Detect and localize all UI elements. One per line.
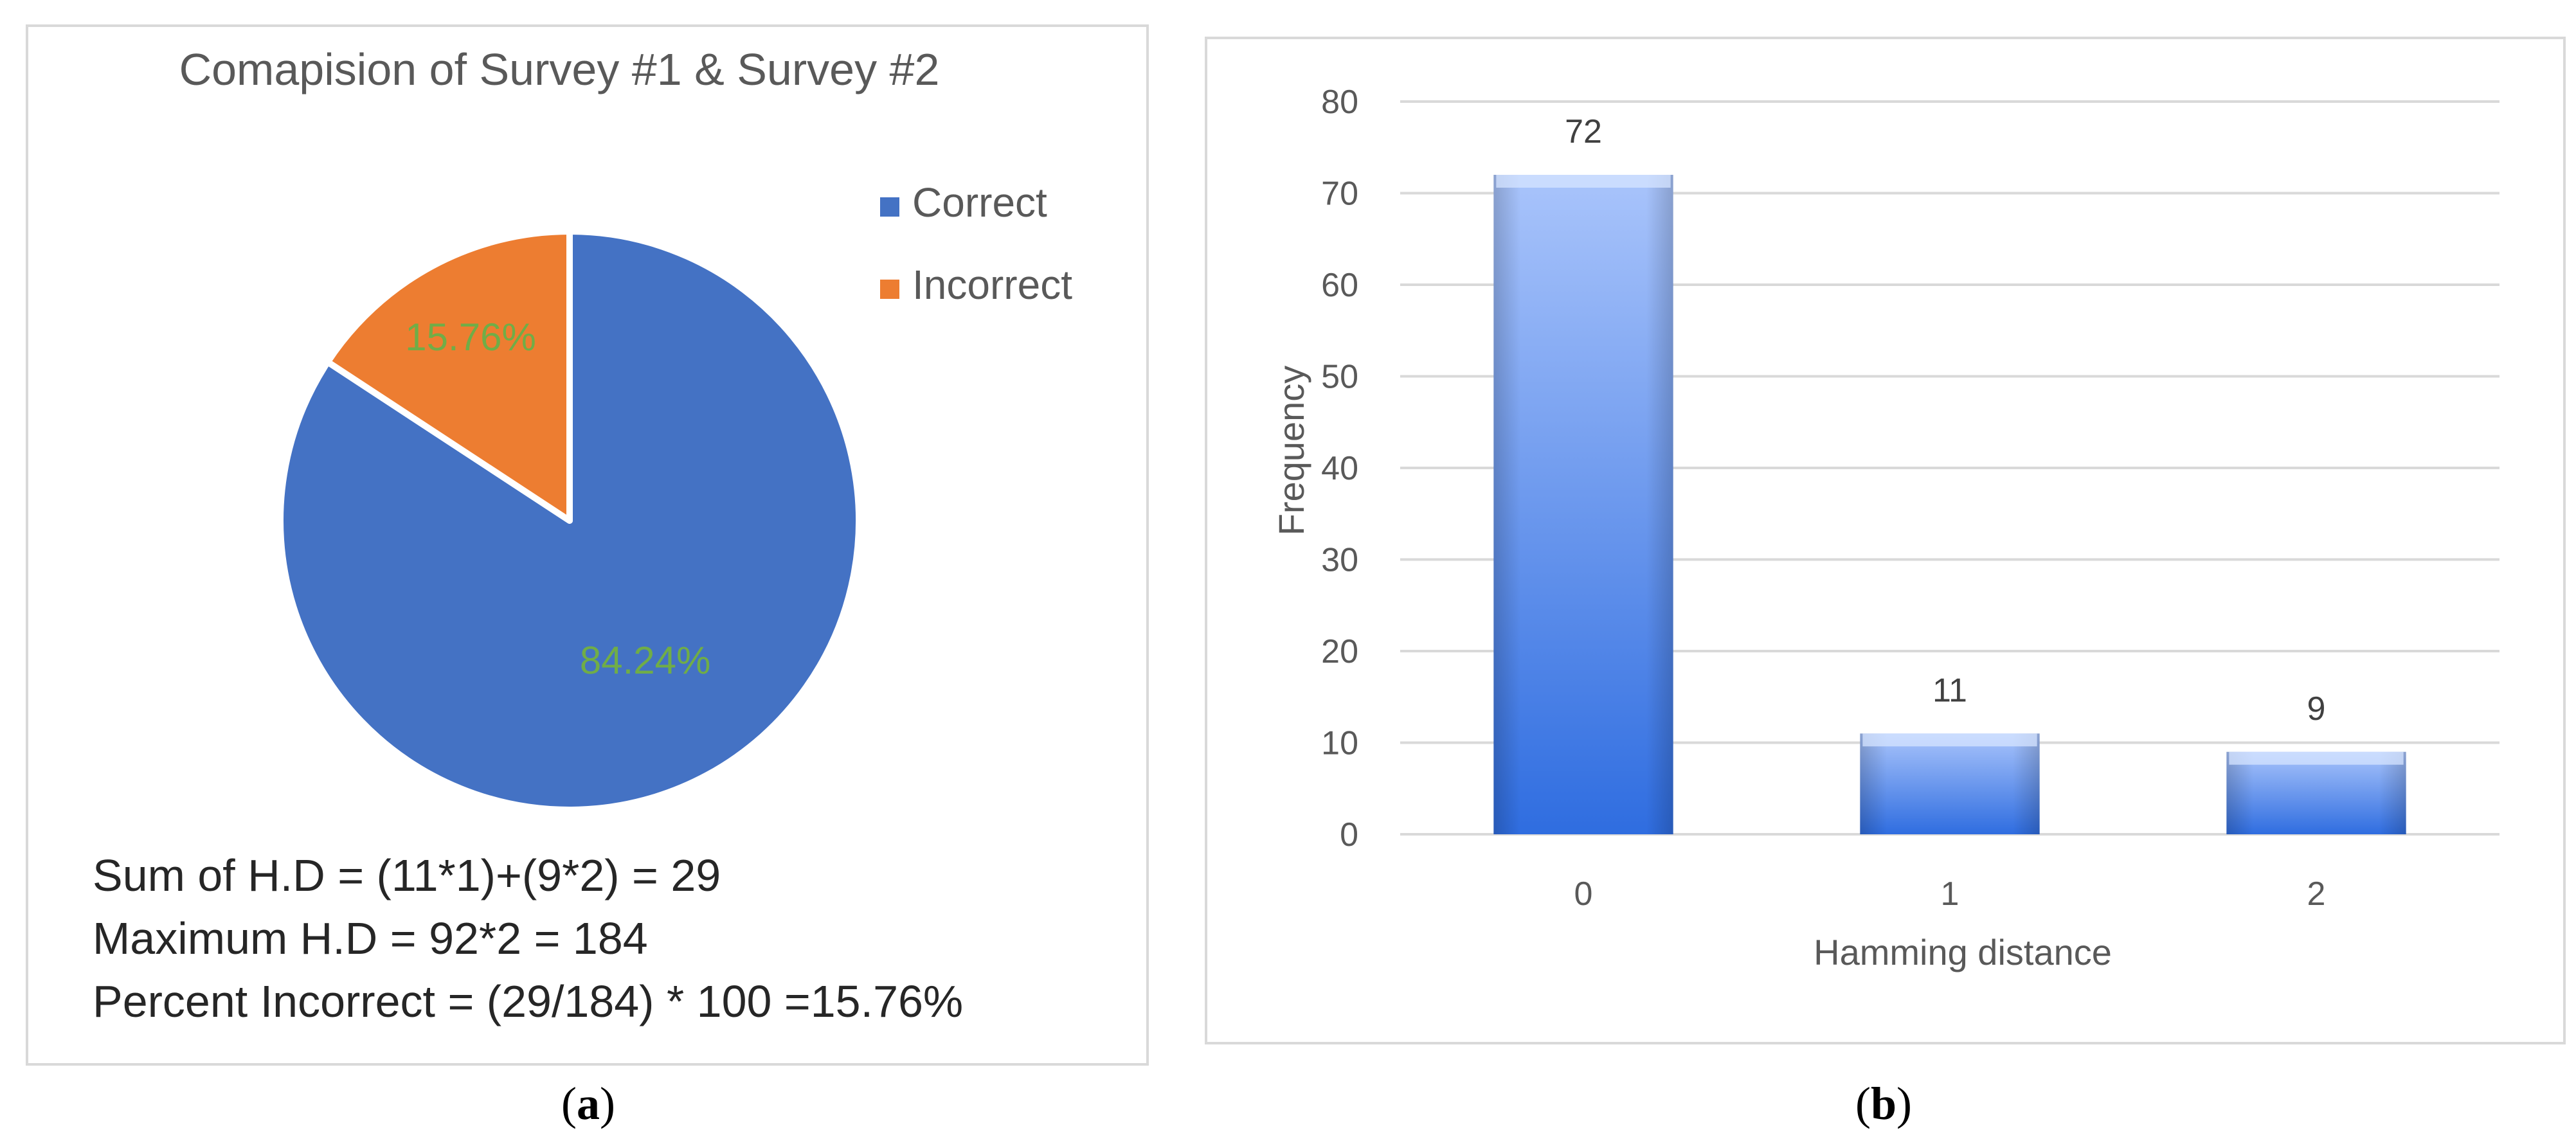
bar-chart-panel: 0 10 20 30 40 50 60 70 80 72 11 9 0 1 2 Hamming dist… [1205,37,2566,1044]
bar-shade-2 [2226,751,2406,834]
bar-chart: 0 10 20 30 40 50 60 70 80 72 11 9 0 1 2 Hamming dist… [1271,84,2499,972]
pie-slices [277,228,862,813]
x-tick-label-0: 0 [1574,875,1593,913]
bar-data-label-2: 9 [2307,690,2326,728]
y-tick-label-40: 40 [1321,450,1358,487]
bar-2 [2226,751,2406,834]
legend-label-correct: Correct [912,179,1047,226]
x-axis-title: Hamming distance [1814,932,2112,972]
bars [1493,175,2406,834]
y-tick-label-60: 60 [1321,267,1358,304]
caption-b: (b) [1855,1078,1912,1129]
bar-data-label-0: 72 [1565,113,1602,150]
x-tick-label-1: 1 [1941,875,1959,913]
hamming-sum-note: Sum of H.D = (11*1)+(9*2) = 29 [93,850,721,900]
max-hamming-note: Maximum H.D = 92*2 = 184 [93,913,648,963]
bar-1 [1860,733,2040,834]
pie-label-incorrect: 15.76% [405,316,536,359]
bar-shade-1 [1860,733,2040,834]
y-axis-tick-labels: 0 10 20 30 40 50 60 70 80 [1321,84,1358,854]
legend-swatch-correct [880,197,899,217]
y-tick-label-0: 0 [1340,816,1358,854]
pie-slice-incorrect [324,228,573,524]
bar-data-label-1: 11 [1932,672,1967,709]
bar-data-labels: 72 11 9 [1565,113,2325,728]
pie-chart-title: Comapision of Survey #1 & Survey #2 [179,44,940,94]
legend-label-incorrect: Incorrect [912,262,1072,308]
bar-bevel-1 [1862,733,2037,747]
y-tick-label-30: 30 [1321,542,1358,579]
pie-chart-panel: Comapision of Survey #1 & Survey #2 84.2… [26,24,1149,1066]
bar-bevel-2 [2229,751,2404,765]
pie-chart: Comapision of Survey #1 & Survey #2 84.2… [179,44,1072,813]
bar-shade-0 [1493,175,1673,834]
caption-b-letter: b [1870,1078,1897,1129]
caption-a-letter: a [577,1078,600,1129]
y-tick-label-10: 10 [1321,725,1358,762]
pie-data-labels: 84.24% 15.76% [405,316,710,682]
bar-bevel-0 [1496,175,1671,188]
y-tick-label-50: 50 [1321,359,1358,396]
x-axis-tick-labels: 0 1 2 [1574,875,2326,913]
percent-incorrect-note: Percent Incorrect = (29/184) * 100 =15.7… [93,976,964,1026]
x-tick-label-2: 2 [2307,875,2326,913]
pie-label-correct: 84.24% [580,639,711,682]
y-tick-label-80: 80 [1321,84,1358,121]
legend-swatch-incorrect [880,280,899,299]
bar-0 [1493,175,1673,834]
y-axis-title: Frequency [1271,366,1311,536]
caption-a: (a) [561,1078,615,1129]
legend-item-correct: Correct [880,179,1047,226]
y-tick-label-20: 20 [1321,633,1358,670]
legend-item-incorrect: Incorrect [880,262,1072,308]
y-tick-label-70: 70 [1321,175,1358,213]
pie-legend: Correct Incorrect [880,179,1072,308]
